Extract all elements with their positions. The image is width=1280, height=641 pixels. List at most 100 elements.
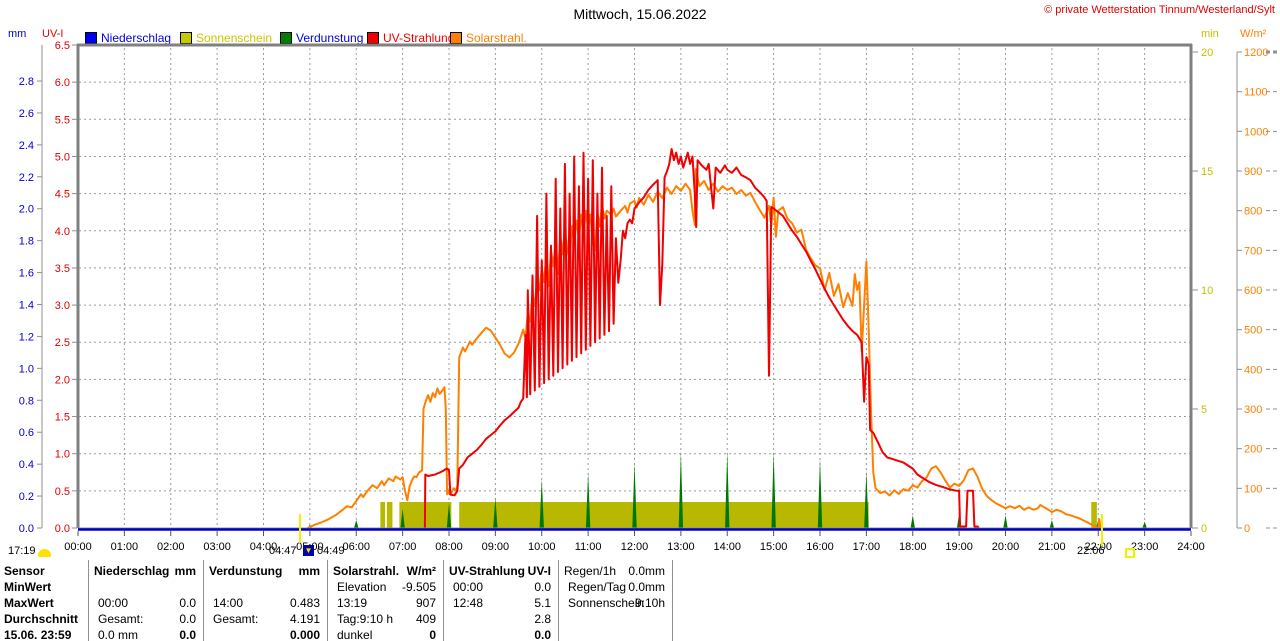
x-tick-label: 06:00 — [342, 541, 370, 553]
x-tick-label: 03:00 — [203, 541, 231, 553]
mm-tick-label: 0.8 — [19, 395, 34, 407]
table-cell-label: 0.0 mm — [98, 628, 139, 641]
table-separator — [88, 560, 89, 641]
table-cell-value: 0.0 — [534, 628, 551, 641]
mm-tick-label: 2.0 — [19, 204, 34, 216]
table-cell-value: 0.0mm — [628, 580, 665, 594]
table-col-header: Solarstrahl. — [333, 564, 400, 578]
table-col-unit: UV-I — [527, 564, 551, 578]
uv-curve — [423, 148, 980, 529]
mm-tick-label: 1.0 — [19, 363, 34, 375]
uv-tick-label: 2.5 — [55, 337, 70, 349]
x-tick-label: 15:00 — [760, 541, 788, 553]
table-separator — [203, 560, 204, 641]
legend-label: UV-Strahlung — [383, 31, 455, 45]
x-tick-label: 02:00 — [157, 541, 185, 553]
table-col-unit: 0.0mm — [628, 564, 665, 578]
table-col-header: Niederschlag — [94, 564, 170, 578]
evaporation-spike — [493, 497, 498, 528]
uv-tick-label: 1.5 — [55, 412, 70, 424]
min-tick-label: 20 — [1201, 47, 1213, 59]
axis-header-min: min — [1201, 28, 1219, 40]
sunset-label: 22:06 — [1077, 545, 1105, 557]
legend-label: Sonnenschein — [196, 31, 273, 45]
wm2-tick-label: 1100 — [1244, 87, 1268, 99]
x-tick-label: 04:00 — [250, 541, 278, 553]
table-cell-label: Tag:9:10 h — [337, 612, 394, 626]
wm2-tick-label: 500 — [1244, 325, 1262, 337]
evaporation-spike — [771, 451, 776, 528]
min-tick-label: 5 — [1201, 404, 1207, 416]
sunshine-band — [459, 502, 869, 528]
table-cell-label: Elevation — [337, 580, 387, 594]
table-cell-label: 14:00 — [213, 596, 244, 610]
axis-header-mm: mm — [8, 28, 27, 40]
table-col-unit: mm — [174, 564, 196, 578]
wm2-tick-label: 100 — [1244, 483, 1262, 495]
evaporation-spike — [1142, 521, 1147, 528]
table-cell-value: 0.483 — [289, 596, 320, 610]
sunrise-start-label: 04:47 — [269, 545, 297, 557]
sun-icon — [38, 549, 51, 557]
table-cell-label: 12:48 — [453, 596, 484, 610]
x-tick-label: 07:00 — [389, 541, 417, 553]
evaporation-spike — [910, 515, 915, 528]
evaporation-spike — [725, 450, 730, 528]
table-row-header: MinWert — [4, 580, 52, 594]
mm-tick-label: 2.4 — [19, 140, 34, 152]
wm2-tick-label: 400 — [1244, 364, 1262, 376]
mm-tick-label: 0.4 — [19, 459, 34, 471]
table-separator — [558, 560, 559, 641]
evaporation-spike — [400, 508, 405, 528]
mm-tick-label: 1.6 — [19, 268, 34, 280]
table-separator — [327, 560, 328, 641]
table-col-header: Regen/1h — [564, 564, 617, 578]
x-tick-label: 17:00 — [853, 541, 881, 553]
wm2-tick-label: 0 — [1244, 523, 1250, 535]
table-row-header: Durchschnitt — [4, 612, 79, 626]
table-cell-value: 0.0 — [179, 628, 196, 641]
uv-tick-label: 1.0 — [55, 449, 70, 461]
x-tick-label: 24:00 — [1177, 541, 1205, 553]
evaporation-spike — [817, 457, 823, 528]
uv-tick-label: 3.5 — [55, 263, 70, 275]
uv-tick-label: 5.5 — [55, 114, 70, 126]
uv-tick-label: 0.5 — [55, 486, 70, 498]
x-tick-label: 12:00 — [621, 541, 649, 553]
table-row-header: MaxWert — [4, 596, 54, 610]
uv-tick-label: 5.0 — [55, 151, 70, 163]
table-row-header: Sensor — [4, 564, 45, 578]
table-cell-value: 0 — [429, 628, 436, 641]
mm-tick-label: 1.4 — [19, 300, 34, 312]
x-tick-label: 23:00 — [1131, 541, 1159, 553]
table-col-unit: W/m² — [406, 564, 436, 578]
mm-tick-label: 2.8 — [19, 76, 34, 88]
table-cell-value: 4.191 — [289, 612, 320, 626]
evaporation-spike — [632, 462, 637, 528]
table-row-header: 15.06. 23:59 — [4, 628, 72, 641]
table-cell-value: 0.0 — [179, 596, 196, 610]
table-cell-value: 0.0 — [179, 612, 196, 626]
table-cell-label: 13:19 — [337, 596, 368, 610]
table-cell-label: Regen/Tag — [568, 580, 627, 594]
evaporation-spike — [1003, 515, 1008, 528]
uv-tick-label: 6.5 — [55, 40, 70, 52]
mm-tick-label: 1.8 — [19, 236, 34, 248]
table-col-header: UV-Strahlung — [449, 564, 526, 578]
table-cell-value: 907 — [415, 596, 436, 610]
station-copyright: © private Wetterstation Tinnum/Westerlan… — [1044, 4, 1275, 16]
table-col-unit: mm — [298, 564, 320, 578]
x-tick-label: 08:00 — [435, 541, 463, 553]
x-tick-label: 20:00 — [992, 541, 1020, 553]
sunset-icon — [1125, 548, 1135, 558]
x-tick-label: 19:00 — [945, 541, 973, 553]
x-tick-label: 10:00 — [528, 541, 556, 553]
uv-tick-label: 2.0 — [55, 374, 70, 386]
x-tick-label: 14:00 — [713, 541, 741, 553]
evaporation-spike — [678, 451, 684, 528]
x-tick-label: 09:00 — [482, 541, 510, 553]
x-tick-label: 13:00 — [667, 541, 695, 553]
uv-tick-label: 0.0 — [55, 523, 70, 535]
mm-tick-label: 2.2 — [19, 172, 34, 184]
